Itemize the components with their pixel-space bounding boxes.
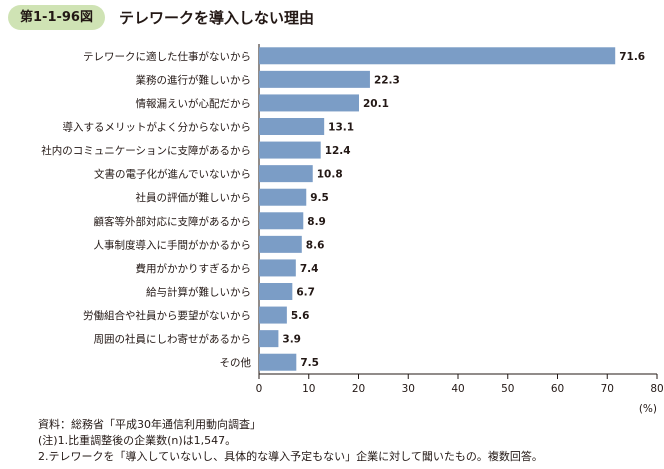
category-label-6: 社員の評価が難しいから [136, 191, 252, 204]
value-label-2: 20.1 [363, 98, 389, 110]
x-tick-label-5: 50 [501, 383, 514, 395]
x-tick-label-0: 0 [256, 383, 263, 395]
category-label-5: 文書の電子化が進んでいないから [94, 168, 251, 181]
chart-notes: 資料：総務省「平成30年通信利用動向調査」 (注)1.比重調整後の企業数(n)は… [38, 417, 543, 465]
bar-8 [259, 235, 302, 253]
value-label-8: 8.6 [306, 239, 325, 251]
category-label-13: その他 [220, 356, 252, 369]
category-label-3: 導入するメリットがよく分からないから [63, 121, 251, 134]
bar-2 [259, 94, 359, 112]
bar-3 [259, 118, 325, 135]
category-label-7: 顧客等外部対応に支障があるから [94, 215, 252, 228]
category-label-10: 給与計算が難しいから [146, 286, 251, 299]
source-note: 資料：総務省「平成30年通信利用動向調査」 [38, 418, 261, 431]
figure-header: 第1-1-96図 テレワークを導入しない理由 [8, 4, 314, 30]
value-label-7: 8.9 [307, 216, 326, 228]
category-label-0: テレワークに適した仕事がないから [83, 50, 251, 63]
value-label-1: 22.3 [374, 74, 400, 86]
bar-10 [259, 283, 293, 300]
value-label-5: 10.8 [317, 169, 343, 181]
bar-9 [259, 259, 296, 277]
value-label-12: 3.9 [282, 334, 301, 346]
value-label-0: 71.6 [619, 51, 645, 63]
value-label-13: 7.5 [300, 357, 319, 369]
bar-7 [259, 212, 304, 230]
value-label-4: 12.4 [325, 145, 351, 157]
bar-5 [259, 165, 313, 183]
x-tick-label-4: 40 [451, 383, 464, 395]
category-label-12: 周囲の社員にしわ寄せがあるから [94, 333, 252, 346]
x-tick-label-6: 60 [551, 383, 564, 395]
category-label-11: 労働組合や社員から要望がないから [83, 309, 251, 322]
x-tick-label-8: 80 [650, 383, 663, 395]
category-label-8: 人事制度導入に手間がかかるから [94, 238, 252, 251]
value-label-10: 6.7 [296, 287, 315, 299]
category-label-2: 情報漏えいが心配だから [136, 97, 252, 110]
category-label-4: 社内のコミュニケーションに支障があるから [41, 144, 251, 157]
bar-0 [259, 47, 616, 65]
value-label-11: 5.6 [291, 310, 310, 322]
value-label-6: 9.5 [310, 192, 329, 204]
bar-6 [259, 188, 307, 206]
x-tick-label-2: 20 [352, 383, 365, 395]
category-label-1: 業務の進行が難しいから [136, 73, 252, 86]
footnote-2: 2.テレワークを「導入していないし、具体的な導入予定もない」企業に対して聞いたも… [38, 450, 543, 463]
bar-11 [259, 306, 287, 324]
x-tick-label-1: 10 [302, 383, 315, 395]
bar-4 [259, 141, 321, 159]
bar-1 [259, 70, 370, 88]
footnote-1: (注)1.比重調整後の企業数(n)は1,547。 [38, 434, 237, 447]
figure-label: 第1-1-96図 [8, 4, 105, 30]
x-tick-label-7: 70 [601, 383, 614, 395]
value-label-3: 13.1 [328, 122, 354, 134]
value-label-9: 7.4 [300, 263, 319, 275]
x-tick-label-3: 30 [402, 383, 415, 395]
bar-12 [259, 330, 279, 348]
bar-13 [259, 353, 297, 371]
figure-title: テレワークを導入しない理由 [118, 8, 314, 27]
category-label-9: 費用がかかりすぎるから [136, 262, 252, 275]
x-unit-label: (%) [639, 403, 657, 415]
